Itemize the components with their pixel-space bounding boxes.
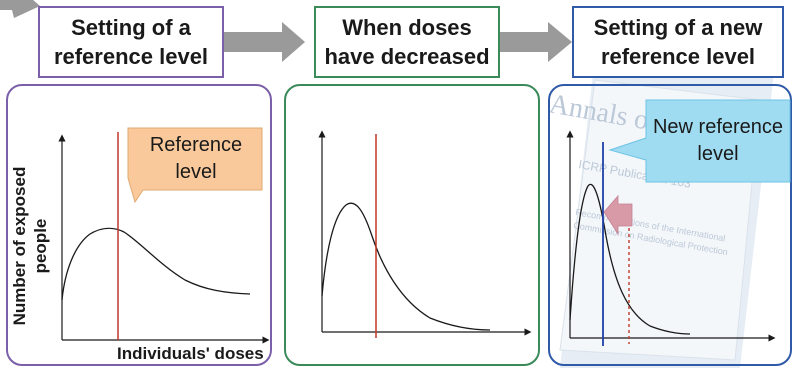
step2-line2: have decreased [324,44,490,69]
plot1-dose-curve [61,227,251,301]
x-axis-label: Individuals' doses [117,344,264,363]
y-axis-label-line1: Number of exposed [10,166,29,326]
plot-1 [58,127,270,344]
new-reference-level-callout [608,99,791,183]
new-reference-level-line2: level [697,143,739,165]
step1-line2: reference level [53,44,209,69]
step-setting-reference-level: Setting of a reference level [38,6,224,78]
step-new-reference-level: Setting of a new reference level [572,6,784,78]
step-doses-decreased: When doses have decreased [314,6,500,78]
step1-line1: Setting of a [71,15,191,40]
plot3-dose-curve [569,183,691,335]
y-axis-label-line2: people [31,218,50,274]
arrow-step1-to-step2 [224,22,305,62]
new-reference-level-line1: New reference [652,116,784,138]
plot-3 [566,99,791,346]
plot-2 [318,130,532,338]
step3-line1: Setting of a new [593,15,763,40]
panel-new-reference-distribution [548,84,792,366]
arrow-partial-left [0,0,40,18]
reference-level-line1: Reference [149,134,243,156]
shift-left-arrow [603,194,633,236]
panel-decreased-distribution [284,84,540,366]
reference-level-line2: level [175,161,217,183]
step3-line2: reference level [600,44,756,69]
plot2-dose-curve [321,202,491,331]
arrow-step2-to-step3 [500,22,572,62]
step2-line1: When doses [342,15,472,40]
new-reference-level-callout-text: New reference level [648,104,788,178]
reference-level-callout-text: Reference level [132,130,260,188]
panel-initial-distribution [6,84,272,366]
reference-level-callout [127,127,263,204]
y-axis-label: Number of exposed people [9,161,51,331]
